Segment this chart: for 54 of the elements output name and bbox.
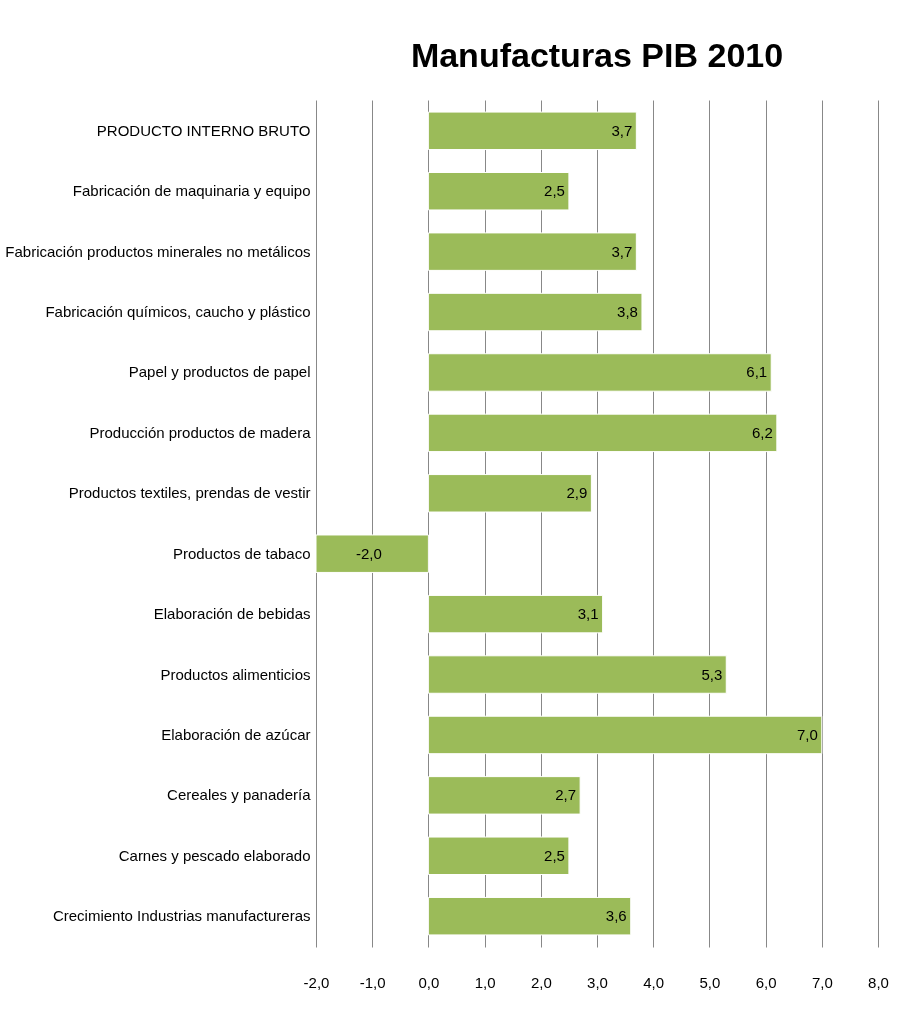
data-label: 5,3 (701, 665, 723, 683)
data-label: 3,7 (611, 121, 633, 139)
data-label: 2,7 (555, 786, 577, 804)
data-label: 3,6 (605, 907, 627, 925)
x-tick-label: 8,0 (868, 973, 889, 991)
bar (427, 776, 581, 815)
data-label: 2,5 (544, 182, 565, 200)
data-label: 3,7 (611, 242, 633, 260)
y-tick-label: Productos textiles, prendas de vestir (68, 484, 311, 502)
bar (427, 292, 643, 332)
y-tick-label: Elaboración de azúcar (161, 725, 311, 743)
x-tick-label: 2,0 (530, 973, 552, 991)
y-tick-label: Elaboración de bebidas (153, 605, 311, 623)
bar (427, 474, 592, 513)
y-tick-label: Fabricación de maquinaria y equipo (72, 182, 311, 200)
x-tick-label: 7,0 (811, 973, 833, 991)
y-tick-label: Producción productos de madera (89, 423, 312, 441)
x-tick-label: 6,0 (755, 973, 777, 991)
y-tick-label: Productos de tabaco (172, 544, 311, 562)
bar (427, 172, 570, 211)
x-tick-label: 4,0 (643, 973, 665, 991)
bar (427, 836, 570, 875)
bar (427, 896, 632, 936)
y-tick-label: Crecimiento Industrias manufactureras (52, 907, 311, 925)
x-tick-label: -1,0 (359, 973, 386, 991)
y-tick-label: Carnes y pescado elaborado (118, 846, 311, 864)
data-label: -2,0 (356, 544, 382, 562)
x-tick-label: 1,0 (474, 973, 496, 991)
x-tick-label: 3,0 (587, 973, 608, 991)
x-tick-label: -2,0 (303, 973, 330, 991)
bar (427, 413, 778, 453)
data-label: 6,2 (751, 423, 773, 441)
y-tick-label: Cereales y panadería (167, 786, 312, 804)
bar (427, 594, 604, 634)
data-label: 7,0 (796, 725, 818, 743)
y-tick-label: Fabricación químicos, caucho y plástico (45, 303, 311, 321)
data-label: 2,9 (566, 484, 588, 502)
bar (427, 232, 637, 271)
y-tick-label: Fabricación productos minerales no metálicos (5, 242, 311, 260)
data-label: 3,1 (577, 605, 599, 623)
bar (427, 353, 772, 392)
x-tick-label: 5,0 (699, 973, 721, 991)
bar (427, 715, 823, 755)
data-label: 2,5 (544, 846, 565, 864)
y-tick-label: PRODUCTO INTERNO BRUTO (96, 121, 311, 139)
data-label: 3,8 (617, 303, 638, 321)
chart-title: Manufacturas PIB 2010 (410, 36, 784, 74)
y-tick-label: Productos alimenticios (160, 665, 311, 683)
y-tick-label: Papel y productos de papel (128, 363, 311, 381)
data-label: 6,1 (746, 363, 768, 381)
bar (427, 655, 727, 694)
bar (427, 111, 637, 151)
bar (315, 534, 429, 573)
x-tick-label: 0,0 (418, 973, 440, 991)
